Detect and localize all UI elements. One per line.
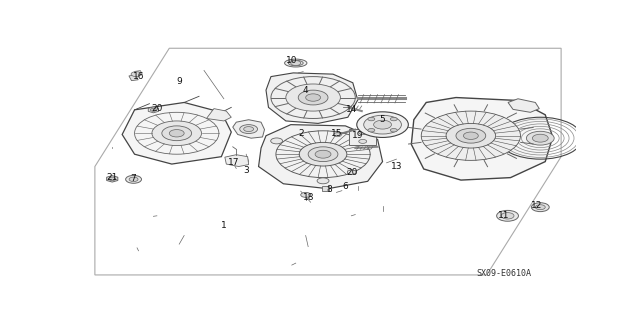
Circle shape (109, 177, 116, 180)
Polygon shape (233, 120, 264, 138)
Text: 2: 2 (298, 129, 303, 138)
Text: 16: 16 (132, 72, 144, 81)
Circle shape (446, 124, 495, 148)
Circle shape (368, 129, 375, 132)
Polygon shape (412, 98, 553, 180)
Text: 5: 5 (380, 115, 385, 124)
Circle shape (356, 112, 408, 138)
Circle shape (152, 121, 202, 146)
Text: 20: 20 (346, 168, 358, 177)
Bar (349, 129, 376, 145)
Polygon shape (508, 99, 540, 112)
Circle shape (240, 124, 257, 133)
Circle shape (244, 127, 253, 132)
Circle shape (456, 128, 486, 143)
Text: 9: 9 (177, 77, 182, 86)
Text: 19: 19 (352, 131, 364, 140)
Circle shape (390, 117, 397, 121)
Text: 8: 8 (326, 185, 332, 195)
Text: 17: 17 (228, 158, 239, 167)
Circle shape (317, 178, 329, 184)
Text: 10: 10 (286, 56, 298, 65)
Circle shape (286, 84, 340, 111)
Circle shape (301, 192, 310, 197)
Text: 15: 15 (331, 129, 342, 138)
Circle shape (364, 138, 376, 144)
Text: SX09-E0610A: SX09-E0610A (477, 269, 532, 278)
Circle shape (390, 129, 397, 132)
Text: 20: 20 (151, 104, 163, 113)
Circle shape (315, 150, 331, 158)
Circle shape (463, 132, 478, 140)
Ellipse shape (288, 60, 303, 66)
Polygon shape (122, 102, 231, 164)
Text: 11: 11 (499, 211, 510, 220)
Polygon shape (266, 73, 358, 124)
Circle shape (532, 134, 548, 142)
Text: 18: 18 (303, 193, 315, 202)
Polygon shape (207, 108, 231, 121)
Circle shape (501, 212, 514, 219)
Circle shape (300, 142, 347, 166)
Bar (321, 186, 330, 191)
Circle shape (374, 120, 392, 129)
Circle shape (298, 90, 328, 105)
Circle shape (364, 115, 401, 134)
Polygon shape (148, 107, 159, 113)
Circle shape (162, 126, 191, 141)
Circle shape (291, 60, 301, 66)
Circle shape (421, 111, 520, 160)
Circle shape (150, 108, 156, 111)
Circle shape (359, 140, 367, 143)
Circle shape (359, 131, 367, 134)
Circle shape (535, 205, 545, 210)
Ellipse shape (285, 59, 307, 67)
Bar (134, 71, 143, 75)
Text: 14: 14 (346, 105, 357, 114)
Text: 13: 13 (390, 162, 402, 171)
Circle shape (308, 147, 338, 162)
Circle shape (497, 210, 518, 221)
Circle shape (531, 203, 549, 212)
Bar (129, 75, 138, 81)
Circle shape (271, 138, 283, 144)
Text: 12: 12 (531, 202, 542, 211)
Circle shape (169, 130, 184, 137)
Text: 6: 6 (342, 182, 348, 191)
Polygon shape (225, 155, 249, 166)
Polygon shape (259, 124, 383, 189)
Circle shape (368, 117, 375, 121)
Polygon shape (348, 170, 356, 175)
Circle shape (333, 133, 341, 137)
Text: 1: 1 (221, 221, 227, 230)
Circle shape (125, 175, 141, 183)
Text: 7: 7 (131, 174, 136, 183)
Circle shape (131, 72, 141, 76)
Text: 21: 21 (106, 173, 118, 182)
Text: 3: 3 (243, 166, 249, 175)
Circle shape (306, 94, 321, 101)
Text: 4: 4 (303, 86, 308, 95)
Polygon shape (107, 176, 118, 182)
Circle shape (129, 177, 138, 181)
Circle shape (526, 131, 554, 145)
